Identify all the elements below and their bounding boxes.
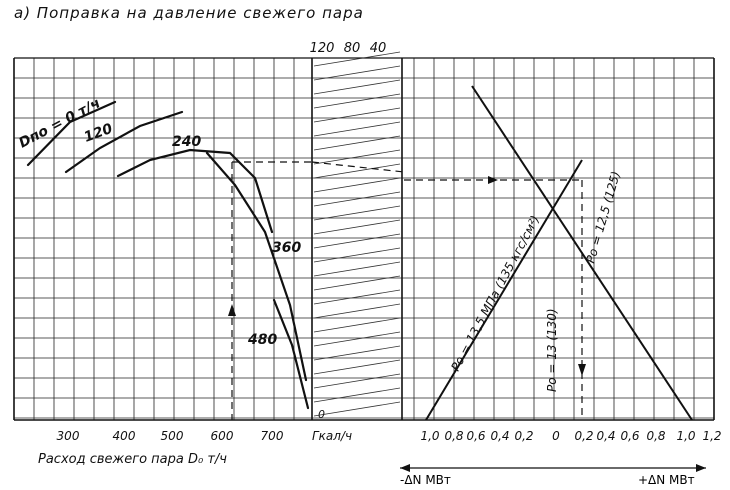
hatch-stroke bbox=[313, 373, 401, 389]
x-tick-label-right: 0,2 bbox=[574, 429, 593, 443]
hatch-stroke bbox=[313, 51, 401, 67]
pressure-label-135: Pо = 13,5 МПа (135 кгс/см²) bbox=[448, 213, 542, 373]
plus-delta-n-label: +ΔN МВт bbox=[638, 473, 695, 487]
hatch-stroke bbox=[313, 317, 401, 333]
hatch-stroke bbox=[313, 135, 401, 151]
hatch-stroke bbox=[313, 275, 401, 291]
arrow-head bbox=[228, 304, 236, 316]
pressure-label-125: Pо = 12,5 (125) bbox=[583, 170, 623, 265]
hatch-stroke bbox=[313, 93, 401, 109]
curve-label: 480 bbox=[247, 332, 277, 348]
hatch-stroke bbox=[313, 121, 401, 137]
hatch-stroke bbox=[313, 359, 401, 375]
hatch-stroke bbox=[313, 289, 401, 305]
gcal-hatch-band bbox=[313, 51, 401, 417]
hatch-stroke bbox=[313, 219, 401, 235]
x-tick-label-right: 0,6 bbox=[466, 429, 485, 443]
pressure-label-130: Pо = 13 (130) bbox=[545, 308, 559, 392]
x-tick-label-left: 500 bbox=[161, 429, 184, 443]
delta-n-arrow-right bbox=[696, 464, 706, 472]
x-tick-label-right: 0 bbox=[552, 429, 560, 443]
x-tick-label-right: 0,4 bbox=[490, 429, 509, 443]
guide-to-right bbox=[311, 161, 405, 173]
gcal-tick-label: 40 bbox=[370, 41, 387, 56]
hatch-stroke bbox=[313, 401, 401, 417]
gcal-zero-label: 0 bbox=[318, 408, 325, 421]
chart-title: а) Поправка на давление свежего пара bbox=[14, 4, 364, 22]
x-axis-title: Расход свежего пара D₀ т/ч bbox=[38, 452, 227, 467]
hatch-stroke bbox=[313, 233, 401, 249]
x-tick-label-right: 0,4 bbox=[596, 429, 615, 443]
grid bbox=[13, 57, 715, 421]
hatch-stroke bbox=[313, 149, 401, 165]
hatch-stroke bbox=[313, 79, 401, 95]
curves bbox=[26, 85, 693, 421]
pressure-line-135 bbox=[425, 159, 583, 421]
x-tick-label-right: 1,2 bbox=[702, 429, 721, 443]
hatch-stroke bbox=[313, 205, 401, 221]
gcal-tick-label: 80 bbox=[344, 41, 361, 56]
curve-360 bbox=[205, 151, 308, 382]
x-tick-label-right: 0,2 bbox=[514, 429, 533, 443]
hatch-stroke bbox=[313, 331, 401, 347]
hatch-stroke bbox=[313, 177, 401, 193]
hatch-stroke bbox=[313, 387, 401, 403]
hatch-stroke bbox=[313, 65, 401, 81]
x-tick-label-right: 1,0 bbox=[676, 429, 695, 443]
x-tick-label-left: 700 bbox=[261, 429, 284, 443]
curve-480 bbox=[272, 298, 310, 410]
delta-n-arrow-left bbox=[400, 464, 410, 472]
hatch-stroke bbox=[313, 107, 401, 123]
x-tick-label-left: 300 bbox=[57, 429, 80, 443]
hatch-stroke bbox=[313, 163, 401, 179]
x-tick-label-right: 1,0 bbox=[420, 429, 439, 443]
gcal-axis-label: Гкал/ч bbox=[312, 429, 352, 443]
x-tick-label-right: 0,8 bbox=[444, 429, 463, 443]
arrow-head bbox=[578, 364, 586, 376]
hatch-stroke bbox=[313, 303, 401, 319]
curve-D0 bbox=[26, 100, 117, 167]
curve-120 bbox=[64, 110, 184, 174]
curve-label: 360 bbox=[272, 240, 301, 256]
minus-delta-n-label: -ΔN МВт bbox=[400, 473, 451, 487]
curve-240 bbox=[116, 148, 274, 234]
arrow-head bbox=[488, 176, 498, 184]
gcal-tick-label: 120 bbox=[310, 41, 335, 56]
x-tick-label-right: 0,8 bbox=[646, 429, 665, 443]
x-tick-label-right: 0,6 bbox=[620, 429, 639, 443]
x-tick-label-left: 400 bbox=[113, 429, 136, 443]
hatch-stroke bbox=[313, 345, 401, 361]
x-tick-label-left: 600 bbox=[211, 429, 234, 443]
guide-lines bbox=[228, 161, 706, 472]
curve-label: 240 bbox=[172, 134, 201, 150]
hatch-stroke bbox=[313, 191, 401, 207]
hatch-stroke bbox=[313, 261, 401, 277]
hatch-stroke bbox=[313, 247, 401, 263]
